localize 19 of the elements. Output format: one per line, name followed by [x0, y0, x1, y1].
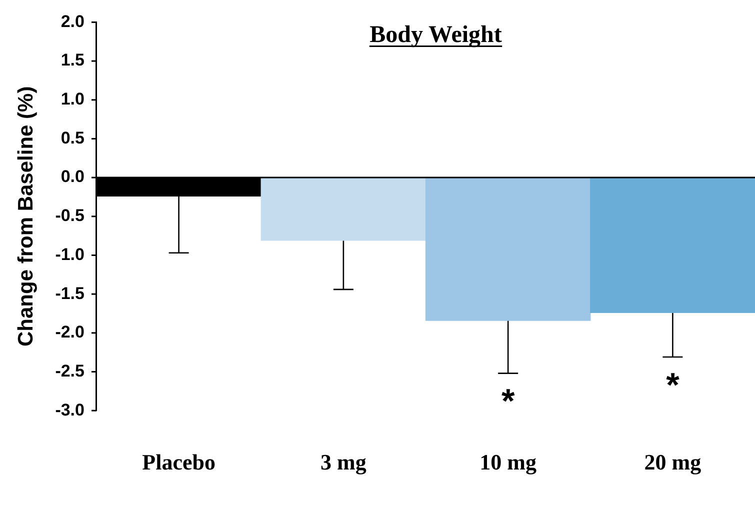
- data-label: *: [666, 366, 680, 404]
- chart-title: Body Weight: [370, 22, 502, 48]
- y-tick-label: -3.0: [55, 400, 84, 420]
- data-label: *: [501, 382, 516, 421]
- x-tick-label: 3 mg: [320, 449, 366, 474]
- y-axis-title: Change from Baseline (%): [14, 86, 38, 347]
- y-tick-label: -0.5: [55, 206, 84, 226]
- x-tick-label: 20 mg: [644, 449, 702, 474]
- y-tick-label: 0.5: [60, 128, 84, 148]
- x-tick-label: 10 mg: [480, 449, 536, 474]
- y-tick-label: -1.5: [55, 284, 84, 303]
- y-tick-label: 2.0: [60, 12, 84, 31]
- y-tick-label: -1.0: [55, 244, 84, 264]
- y-tick-label: 1.0: [60, 90, 84, 109]
- y-tick-label: -2.5: [55, 361, 84, 380]
- x-tick-label: Placebo: [142, 449, 216, 474]
- y-tick-label: 1.5: [60, 50, 84, 70]
- y-tick-label: -2.0: [55, 322, 84, 342]
- y-tick-label: 0.0: [60, 167, 84, 186]
